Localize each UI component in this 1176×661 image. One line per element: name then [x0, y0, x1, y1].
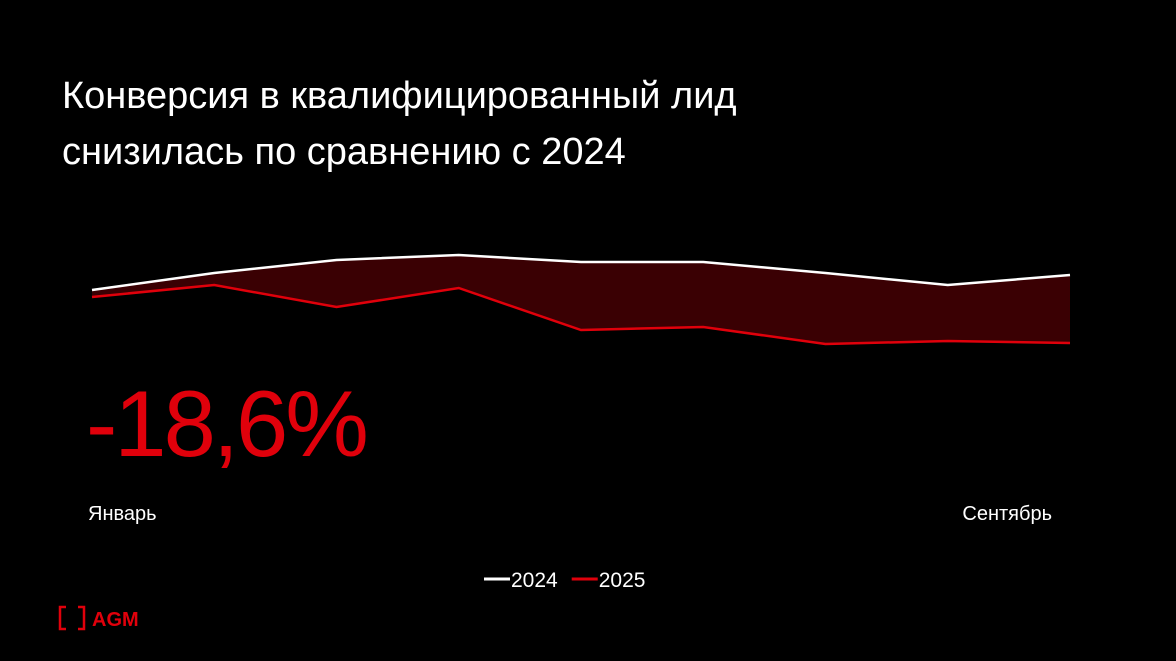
legend-label: 2024: [511, 569, 558, 592]
logo: AGM: [92, 609, 139, 631]
chart-title: Конверсия в квалифицированный лид снизил…: [62, 75, 737, 173]
annotation: -18,6%: [86, 371, 366, 476]
x-tick-label: Сентябрь: [962, 503, 1052, 525]
series-line: [91, 253, 1071, 292]
gap-area: [92, 255, 1070, 344]
series-line: [91, 283, 1071, 346]
legend-label: 2025: [599, 569, 646, 592]
x-tick-label: Январь: [88, 503, 157, 525]
logo-bracket: [58, 605, 86, 631]
